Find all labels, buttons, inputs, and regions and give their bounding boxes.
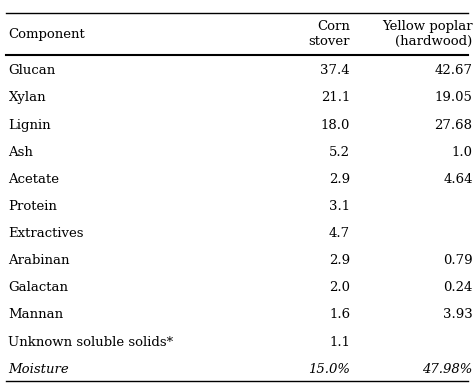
Text: Acetate: Acetate [9, 173, 59, 186]
Text: 42.67: 42.67 [435, 64, 473, 77]
Text: 18.0: 18.0 [321, 119, 350, 132]
Text: 27.68: 27.68 [435, 119, 473, 132]
Text: 1.6: 1.6 [329, 308, 350, 321]
Text: 0.24: 0.24 [443, 281, 473, 294]
Text: Mannan: Mannan [9, 308, 64, 321]
Text: 3.93: 3.93 [443, 308, 473, 321]
Text: Ash: Ash [9, 146, 33, 159]
Text: 1.0: 1.0 [452, 146, 473, 159]
Text: 0.79: 0.79 [443, 254, 473, 267]
Text: 2.9: 2.9 [329, 254, 350, 267]
Text: Unknown soluble solids*: Unknown soluble solids* [9, 336, 173, 348]
Text: 19.05: 19.05 [435, 92, 473, 104]
Text: 5.2: 5.2 [329, 146, 350, 159]
Text: Lignin: Lignin [9, 119, 51, 132]
Text: 4.7: 4.7 [329, 227, 350, 240]
Text: Yellow poplar
(hardwood): Yellow poplar (hardwood) [382, 20, 473, 48]
Text: 2.9: 2.9 [329, 173, 350, 186]
Text: 37.4: 37.4 [320, 64, 350, 77]
Text: Xylan: Xylan [9, 92, 46, 104]
Text: 15.0%: 15.0% [308, 363, 350, 376]
Text: Galactan: Galactan [9, 281, 68, 294]
Text: 2.0: 2.0 [329, 281, 350, 294]
Text: Corn
stover: Corn stover [309, 20, 350, 48]
Text: 21.1: 21.1 [321, 92, 350, 104]
Text: Extractives: Extractives [9, 227, 84, 240]
Text: Protein: Protein [9, 200, 57, 213]
Text: Arabinan: Arabinan [9, 254, 70, 267]
Text: 4.64: 4.64 [443, 173, 473, 186]
Text: Glucan: Glucan [9, 64, 56, 77]
Text: 3.1: 3.1 [329, 200, 350, 213]
Text: 1.1: 1.1 [329, 336, 350, 348]
Text: Component: Component [9, 28, 85, 41]
Text: Moisture: Moisture [9, 363, 69, 376]
Text: 47.98%: 47.98% [422, 363, 473, 376]
